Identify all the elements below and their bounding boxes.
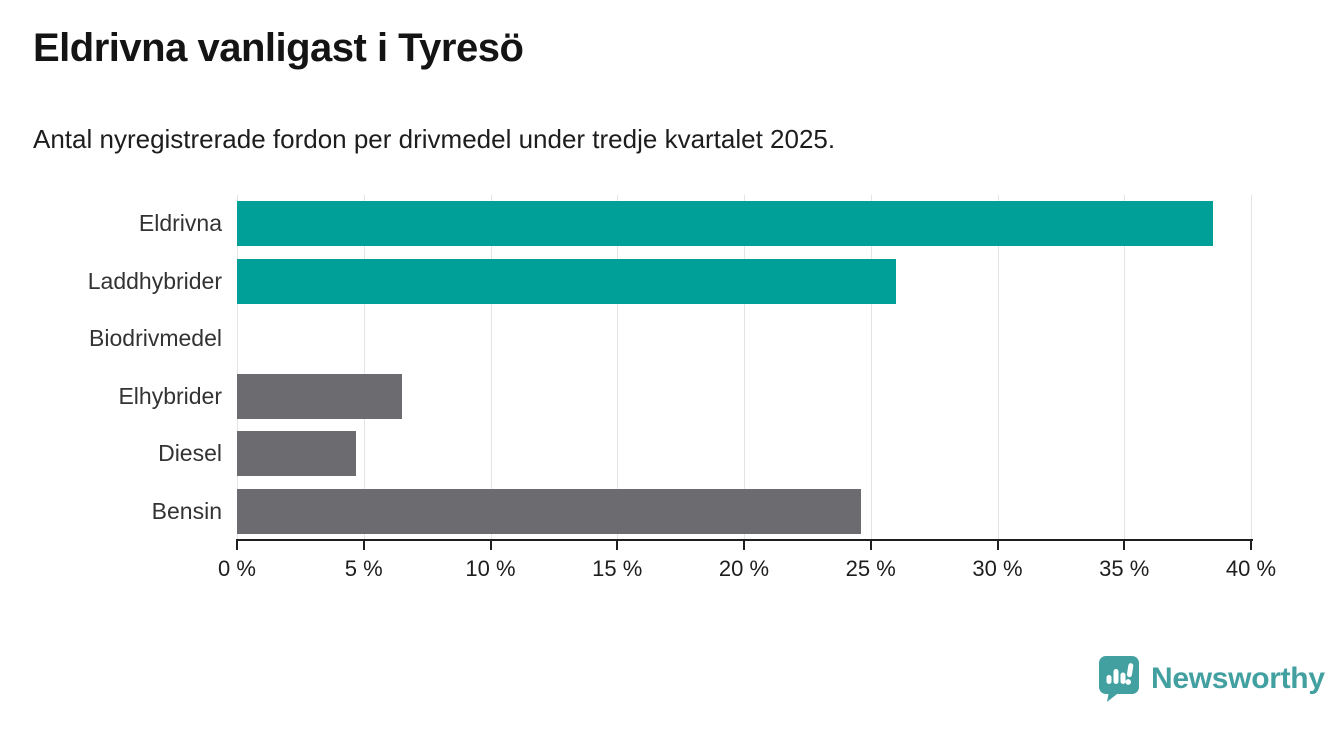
tick-label-10pct: 10 % [465, 556, 516, 581]
category-label-bensin: Bensin [151, 497, 222, 524]
newsworthy-logo-text: Newsworthy [1151, 661, 1325, 695]
chart-subtitle: Antal nyregistrerade fordon per drivmede… [33, 124, 836, 154]
tick-label-30pct: 30 % [972, 556, 1023, 581]
tick-mark-25pct [869, 541, 872, 550]
tick-label-15pct: 15 % [592, 556, 643, 581]
tick-mark-5pct [362, 541, 365, 550]
gridline-5pct [363, 195, 365, 540]
bar-bensin [237, 488, 861, 534]
newsworthy-logo[interactable]: Newsworthy [1098, 655, 1325, 702]
tick-label-35pct: 35 % [1099, 556, 1150, 581]
gridline-40pct [1251, 195, 1252, 540]
chart-title: Eldrivna vanligast i Tyresö [33, 26, 524, 70]
category-label-elhybrider: Elhybrider [118, 382, 222, 409]
plot-area [237, 195, 1252, 540]
newsworthy-logo-icon [1098, 655, 1140, 702]
category-label-eldrivna: Eldrivna [138, 210, 222, 237]
bar-laddhybrider [237, 258, 897, 304]
gridline-20pct [744, 195, 745, 540]
tick-label-0pct: 0 % [218, 556, 256, 581]
tick-mark-0pct [236, 541, 238, 550]
tick-mark-15pct [616, 541, 619, 550]
bar-elhybrider [237, 373, 402, 419]
bar-eldrivna [237, 201, 1213, 247]
bar-diesel [237, 431, 357, 477]
gridline-35pct [1124, 195, 1126, 540]
category-label-diesel: Diesel [158, 440, 222, 467]
gridline-30pct [997, 195, 999, 540]
tick-label-25pct: 25 % [845, 556, 896, 581]
tick-label-5pct: 5 % [344, 556, 383, 581]
tick-mark-20pct [743, 541, 745, 550]
tick-label-20pct: 20 % [718, 556, 770, 581]
gridline-10pct [490, 195, 492, 540]
gridline-0pct [237, 195, 238, 540]
x-axis-ticks: 0 % 5 % 10 % 15 % 20 % 25 % 30 % 35 % 40 % [218, 541, 1276, 591]
tick-mark-40pct [1250, 541, 1252, 550]
category-label-laddhybrider: Laddhybrider [87, 267, 222, 294]
tick-mark-30pct [996, 541, 999, 550]
tick-mark-10pct [489, 541, 492, 550]
category-label-biodrivmedel: Biodrivmedel [89, 325, 222, 352]
gridline-15pct [617, 195, 619, 540]
category-axis: Eldrivna Laddhybrider Biodrivmedel Elhybrid… [0, 195, 222, 540]
gridline-25pct [870, 195, 872, 540]
tick-mark-35pct [1123, 541, 1126, 550]
tick-label-40pct: 40 % [1225, 556, 1277, 581]
x-axis-line [236, 539, 1253, 541]
